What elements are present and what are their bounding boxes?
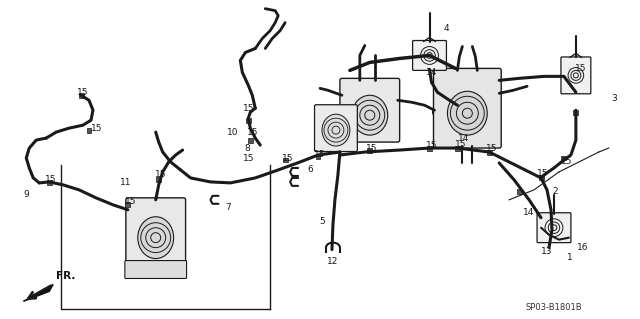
Text: 7: 7 [225,203,231,212]
Bar [538,175,543,181]
Bar [316,153,321,159]
Text: 15: 15 [243,153,254,162]
Text: 5: 5 [319,217,325,226]
Text: 15: 15 [77,88,89,97]
Text: 11: 11 [120,178,132,187]
Bar [487,150,492,154]
Text: 15: 15 [575,64,587,73]
Text: 15: 15 [92,124,103,133]
Polygon shape [23,285,53,301]
Text: 14: 14 [426,68,437,77]
Bar [427,145,432,151]
Text: 15: 15 [314,150,326,159]
FancyBboxPatch shape [126,198,186,278]
Text: 13: 13 [541,247,553,256]
Bar [246,118,251,123]
FancyBboxPatch shape [340,78,399,142]
Text: 15: 15 [155,170,166,179]
Bar [573,110,579,115]
Text: 12: 12 [327,257,339,266]
Text: 15: 15 [45,175,57,184]
FancyBboxPatch shape [125,261,187,278]
FancyBboxPatch shape [314,105,357,152]
Bar [47,181,52,185]
Bar [455,145,460,151]
Text: 1: 1 [567,253,573,262]
Bar [86,128,92,133]
Text: 4: 4 [444,24,449,33]
Text: 9: 9 [24,190,29,199]
Text: 14: 14 [524,208,535,217]
Text: 3: 3 [611,94,616,103]
Text: 10: 10 [227,128,238,137]
Text: 15: 15 [486,144,497,152]
Text: FR.: FR. [56,271,76,281]
Ellipse shape [322,114,350,146]
Text: 15: 15 [426,141,437,150]
Ellipse shape [352,95,388,135]
Text: 15: 15 [243,104,254,113]
Bar [156,177,161,182]
Text: 15: 15 [125,197,136,206]
FancyBboxPatch shape [433,68,501,148]
FancyBboxPatch shape [537,213,571,243]
Text: 2: 2 [552,187,558,197]
Text: 6: 6 [307,166,313,174]
Bar [248,137,253,143]
Bar [516,189,522,194]
Ellipse shape [138,217,173,259]
Bar [367,148,372,152]
Text: 14: 14 [458,134,469,143]
Text: SP03-B1801B: SP03-B1801B [525,303,582,312]
Text: 16: 16 [577,243,589,252]
Text: 15: 15 [246,128,258,137]
Text: 15: 15 [282,153,294,162]
Bar [283,158,287,162]
Bar [79,93,84,98]
Text: 15: 15 [454,140,466,149]
Text: 8: 8 [244,144,250,152]
Bar [561,156,566,160]
Bar [125,202,131,207]
FancyBboxPatch shape [561,57,591,94]
Circle shape [433,107,442,117]
Text: 15: 15 [561,158,573,167]
Text: 15: 15 [366,144,378,152]
Ellipse shape [447,91,487,135]
Text: 15: 15 [537,169,548,178]
FancyBboxPatch shape [413,41,447,70]
